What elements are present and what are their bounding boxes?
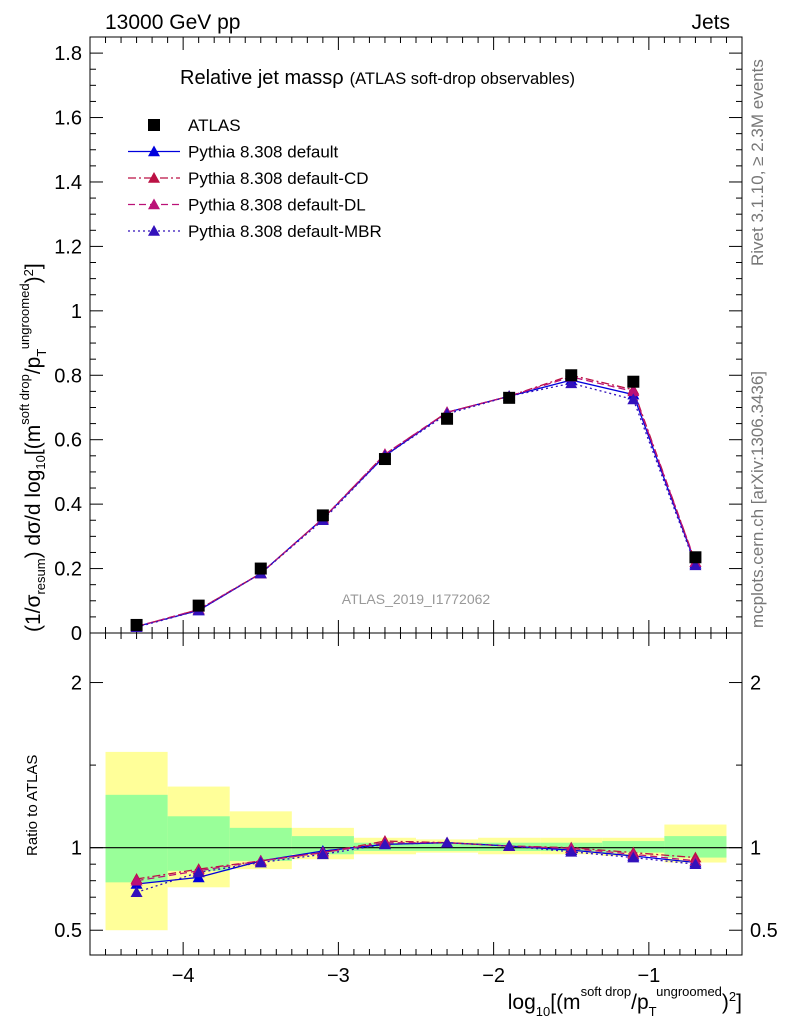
ratio-line-2 [136,842,696,882]
series-line-1 [136,379,697,628]
data-point [689,551,702,564]
legend-label: ATLAS [188,116,241,135]
data-point [689,559,702,571]
chart-title-sub: (ATLAS soft-drop observables) [350,70,575,88]
data-point [627,375,640,388]
data-point [316,509,329,522]
legend-marker [148,198,160,210]
ratio-line-0 [136,842,696,885]
legend-label: Pythia 8.308 default-DL [188,196,366,215]
category-label: Jets [691,11,730,34]
ratio-point [627,851,640,863]
ratio-point [565,845,578,857]
y-tick-label-right: 2 [750,673,761,695]
y-tick-label-right: 0.5 [750,920,778,942]
ratio-line-1 [136,840,696,880]
y-tick-label: 1.4 [54,172,82,194]
legend-label: Pythia 8.308 default-MBR [188,222,382,241]
analysis-watermark: ATLAS_2019_I1772062 [342,591,491,607]
main-y-axis-label: (1/σresum) dσ/d log10[(msoft drop/pTungr… [17,263,49,632]
x-tick-label: −1 [637,965,660,987]
process-label: 13000 GeV pp [105,11,240,34]
data-point [254,562,267,575]
legend-marker [148,119,160,131]
chart-title-main: Relative jet massρ [180,67,344,89]
legend: ATLAS Pythia 8.308 default Pythia 8.308 de… [128,116,382,241]
ratio-point [316,848,329,860]
data-point [565,377,578,389]
ratio-panel: −4 −3 −2 −1 0.5 0.5 1 1 2 2 [54,632,778,987]
main-marks [130,369,702,633]
uncertainty-band-inner [167,816,230,871]
ratio-point [254,856,267,868]
x-tick-label: −2 [482,965,505,987]
data-point [627,393,640,405]
y-tick-label: 0.2 [54,559,82,581]
ratio-point [689,858,702,869]
series-line-2 [136,374,697,628]
series-line-3 [136,376,697,628]
data-point [627,385,640,397]
y-tick-label: 1.6 [54,108,82,130]
data-point [565,369,578,382]
x-axis-label: log10[(msoft drop/pTungroomed)2] [508,984,742,1019]
y-tick-label-right: 1 [750,838,761,860]
y-tick-label: 0.4 [54,494,82,516]
ratio-point [503,840,516,851]
data-point [503,391,516,404]
x-tick-label: −4 [172,965,195,987]
y-tick-label: 1.2 [54,236,82,258]
legend-marker [148,225,160,236]
y-tick-label: 1 [71,301,82,323]
ratio-marks [130,835,702,898]
ratio-point [130,874,143,886]
data-point [192,599,205,612]
y-tick-label: 2 [71,673,82,695]
series-line-4 [136,382,697,628]
rivet-label: Rivet 3.1.10, ≥ 2.3M events [748,59,767,266]
mcplots-label: mcplots.cern.ch [arXiv:1306.3436] [748,371,767,628]
y-tick-label: 1.8 [54,43,82,65]
uncertainty-band-inner [664,836,727,858]
ratio-y-axis-label: Ratio to ATLAS [24,755,41,856]
y-tick-label: 1 [71,838,82,860]
legend-label: Pythia 8.308 default [188,143,339,162]
ratio-point [378,838,391,850]
y-tick-label: 0.5 [54,920,82,942]
legend-marker [148,172,160,183]
y-tick-label: 0.6 [54,430,82,452]
y-tick-label: 0 [71,623,82,645]
ratio-point [130,886,143,898]
data-point [441,412,454,425]
ratio-point [441,836,454,848]
legend-label: Pythia 8.308 default-CD [188,169,369,188]
legend-marker [148,145,160,157]
data-point [378,453,391,466]
data-point [130,618,143,631]
y-tick-label: 0.8 [54,365,82,387]
x-tick-label: −3 [327,965,350,987]
ratio-line-3 [136,842,696,893]
ratio-point [192,866,205,878]
chart-title: Relative jet massρ (ATLAS soft-drop obser… [180,67,575,89]
uncertainty-band-inner [105,794,168,883]
